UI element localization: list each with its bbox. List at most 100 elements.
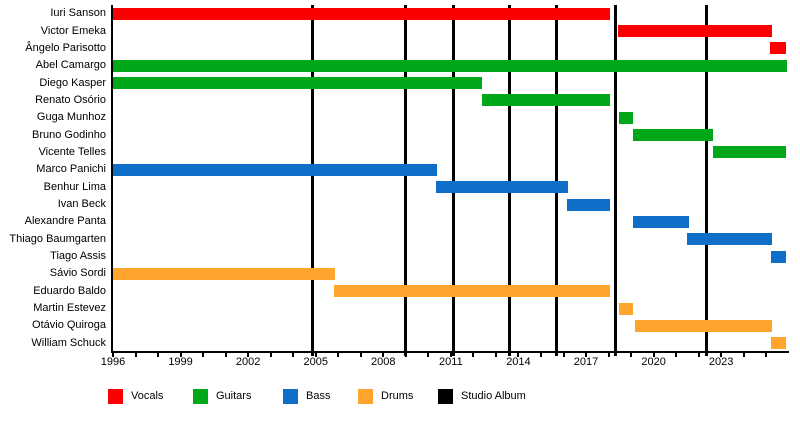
x-tick xyxy=(269,352,272,357)
x-tick xyxy=(157,352,160,357)
member-bar xyxy=(633,129,714,142)
x-tick-label: 1999 xyxy=(168,356,193,368)
member-bar xyxy=(334,285,610,298)
x-tick xyxy=(382,352,385,357)
member-label: Vicente Telles xyxy=(38,145,106,158)
legend-label-studio-album: Studio Album xyxy=(461,390,526,402)
x-tick xyxy=(427,352,430,357)
member-label: Ângelo Parisotto xyxy=(25,41,106,54)
x-tick xyxy=(652,352,655,357)
x-tick-label: 2005 xyxy=(303,356,328,368)
studio-album-line xyxy=(507,5,511,356)
member-label: Guga Munhoz xyxy=(36,111,106,124)
x-tick xyxy=(179,352,182,357)
x-tick xyxy=(247,352,250,357)
x-tick xyxy=(292,352,295,357)
x-tick xyxy=(517,352,520,357)
x-tick xyxy=(697,352,700,357)
x-tick xyxy=(314,352,317,357)
x-tick xyxy=(112,352,114,357)
x-tick xyxy=(720,352,723,357)
member-label: Benhur Lima xyxy=(43,180,106,193)
member-bar xyxy=(713,146,787,159)
member-bar xyxy=(770,337,787,350)
member-label: Diego Kasper xyxy=(39,76,106,89)
x-tick xyxy=(202,352,205,357)
member-label: Marco Panichi xyxy=(36,163,106,176)
x-tick xyxy=(585,352,588,357)
member-label: Victor Emeka xyxy=(40,24,106,37)
x-tick xyxy=(630,352,633,357)
member-bar xyxy=(113,59,787,72)
x-tick-label: 2023 xyxy=(708,356,734,368)
legend-label-bass: Bass xyxy=(306,390,331,402)
legend-label-guitars: Guitars xyxy=(216,390,252,402)
x-tick xyxy=(562,352,565,357)
x-tick xyxy=(494,352,497,357)
member-bar xyxy=(566,198,610,211)
member-bar xyxy=(633,215,689,228)
studio-album-line xyxy=(613,5,617,356)
legend-swatch-bass xyxy=(283,389,298,404)
studio-album-line xyxy=(705,5,709,356)
x-tick xyxy=(472,352,475,357)
x-tick-label: 2011 xyxy=(439,356,463,368)
member-bar xyxy=(634,319,772,332)
member-bar xyxy=(687,233,772,246)
x-tick xyxy=(404,352,407,357)
x-tick xyxy=(224,352,227,357)
x-tick xyxy=(134,352,137,357)
member-bar xyxy=(770,250,787,263)
member-label: Eduardo Baldo xyxy=(33,284,106,297)
x-tick xyxy=(675,352,678,357)
member-label: Martin Estevez xyxy=(33,302,106,315)
member-label: Otávio Quiroga xyxy=(32,319,106,332)
member-bar xyxy=(436,181,568,194)
member-bar xyxy=(618,302,634,315)
member-bar xyxy=(617,25,772,38)
x-tick xyxy=(765,352,768,357)
x-tick-label: 2017 xyxy=(573,356,599,368)
x-tick-label: 1996 xyxy=(100,356,126,368)
legend-swatch-drums xyxy=(358,389,373,404)
x-tick-label: 2008 xyxy=(371,356,396,368)
x-tick xyxy=(607,352,610,357)
studio-album-line xyxy=(451,5,455,356)
x-tick-label: 2002 xyxy=(235,356,261,368)
legend-swatch-studio-album xyxy=(438,389,453,404)
y-axis xyxy=(111,5,113,353)
legend-label-drums: Drums xyxy=(381,390,414,402)
legend-swatch-guitars xyxy=(193,389,208,404)
x-tick xyxy=(359,352,362,357)
x-tick xyxy=(337,352,340,357)
x-axis xyxy=(111,350,789,353)
member-label: William Schuck xyxy=(31,336,106,349)
member-label: Iuri Sanson xyxy=(50,7,106,20)
member-label: Sávio Sordi xyxy=(49,267,106,280)
member-bar xyxy=(113,7,610,20)
member-bar xyxy=(113,163,438,176)
x-tick-label: 2014 xyxy=(506,356,531,368)
legend-label-vocals: Vocals xyxy=(131,390,164,402)
legend-swatch-vocals xyxy=(108,389,123,404)
member-label: Ivan Beck xyxy=(57,198,106,211)
member-label: Thiago Baumgarten xyxy=(9,232,106,245)
member-bar xyxy=(482,94,610,107)
studio-album-line xyxy=(404,5,408,356)
x-tick xyxy=(449,352,452,357)
member-bar xyxy=(113,267,336,280)
member-label: Tiago Assis xyxy=(50,250,106,263)
member-bar xyxy=(769,42,787,55)
member-label: Alexandre Panta xyxy=(24,215,106,228)
studio-album-line xyxy=(555,5,559,356)
x-tick xyxy=(742,352,745,357)
x-tick xyxy=(539,352,542,357)
x-tick-label: 2020 xyxy=(641,356,666,368)
member-label: Abel Camargo xyxy=(35,59,106,72)
member-bar xyxy=(618,111,634,124)
member-label: Renato Osório xyxy=(35,93,106,106)
member-bar xyxy=(113,77,483,90)
studio-album-line xyxy=(310,5,314,356)
member-label: Bruno Godinho xyxy=(32,128,106,141)
